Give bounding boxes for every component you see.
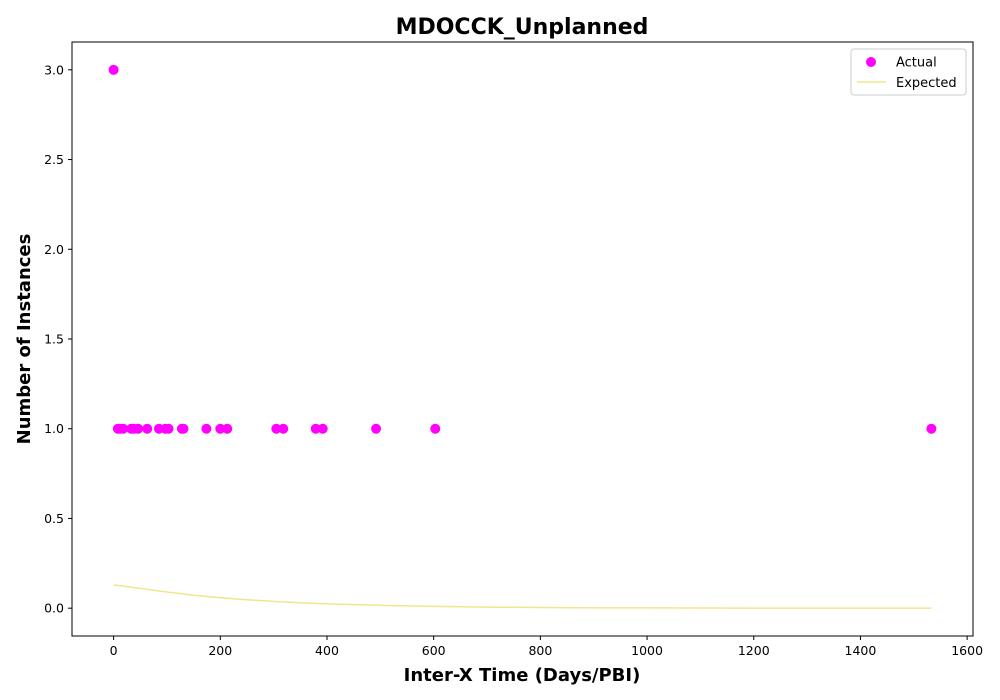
y-tick-label: 1.5 (44, 332, 64, 347)
y-axis: 0.0 0.5 1.0 1.5 2.0 2.5 3.0 (44, 62, 72, 616)
y-tick-label: 2.5 (44, 152, 64, 167)
actual-point (201, 423, 212, 434)
x-tick-label: 1600 (951, 643, 983, 658)
x-tick-label: 200 (208, 643, 232, 658)
actual-point (926, 423, 937, 434)
x-tick-label: 800 (528, 643, 552, 658)
actual-point (142, 423, 153, 434)
x-tick-label: 1200 (738, 643, 770, 658)
x-axis: 0 200 400 600 800 1000 1200 1400 1600 (110, 636, 983, 658)
x-tick-label: 600 (422, 643, 446, 658)
actual-point (278, 423, 289, 434)
actual-point (271, 423, 282, 434)
x-tick-label: 0 (110, 643, 118, 658)
x-axis-label: Inter-X Time (Days/PBI) (404, 665, 641, 686)
actual-point (317, 423, 328, 434)
actual-point (133, 423, 144, 434)
actual-point (430, 423, 441, 434)
plot-area (108, 64, 937, 609)
actual-point (108, 64, 119, 75)
legend-actual-marker (866, 57, 876, 67)
actual-point (222, 423, 233, 434)
y-tick-label: 3.0 (44, 62, 64, 77)
legend: Actual Expected (850, 48, 967, 96)
x-tick-label: 400 (315, 643, 339, 658)
actual-point (371, 423, 382, 434)
y-tick-label: 2.0 (44, 242, 64, 257)
actual-point (118, 423, 129, 434)
actual-point (178, 423, 189, 434)
expected-series-line (113, 584, 932, 609)
actual-point (310, 423, 321, 434)
y-tick-label: 0.0 (44, 601, 64, 616)
chart-title: MDOCCK_Unplanned (396, 15, 649, 40)
legend-expected-label: Expected (896, 76, 957, 91)
y-tick-label: 0.5 (44, 511, 64, 526)
legend-box (850, 48, 967, 96)
legend-actual-label: Actual (896, 56, 937, 71)
y-tick-label: 1.0 (44, 421, 64, 436)
x-tick-label: 1400 (845, 643, 877, 658)
y-axis-label: Number of Instances (14, 234, 35, 445)
x-tick-label: 1000 (631, 643, 663, 658)
actual-point (163, 423, 174, 434)
plot-frame (71, 41, 974, 637)
actual-point (215, 423, 226, 434)
